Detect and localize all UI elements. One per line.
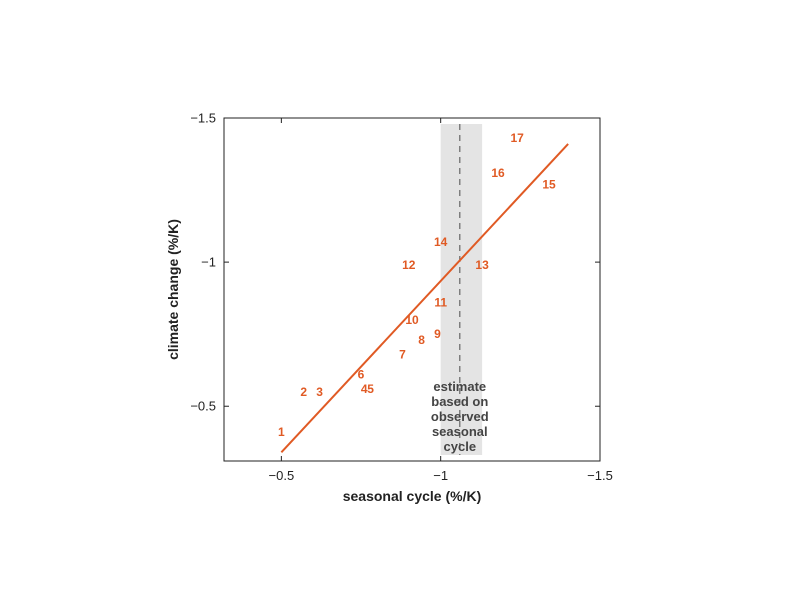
- data-point-label: 15: [542, 177, 556, 191]
- y-tick-label: −1: [201, 255, 216, 270]
- estimate-band: [440, 124, 483, 455]
- data-point-label: 17: [510, 131, 524, 145]
- y-tick-label: −0.5: [190, 399, 216, 414]
- data-point-label: 11: [434, 295, 447, 309]
- estimate-annotation-line: seasonal: [432, 424, 488, 439]
- data-point-label: 4: [361, 382, 368, 396]
- data-point-label: 7: [399, 347, 406, 361]
- data-point-label: 10: [405, 313, 419, 327]
- x-tick-label: −0.5: [269, 468, 295, 483]
- estimate-annotation-line: observed: [431, 409, 489, 424]
- y-tick-label: −1.5: [190, 111, 216, 126]
- x-tick-label: −1: [433, 468, 448, 483]
- estimate-annotation-line: based on: [431, 394, 488, 409]
- x-tick-label: −1.5: [587, 468, 613, 483]
- data-point-label: 13: [475, 258, 489, 272]
- estimate-annotation-line: cycle: [444, 439, 477, 454]
- data-point-label: 3: [316, 385, 323, 399]
- data-point-label: 5: [367, 382, 374, 396]
- estimate-annotation-line: estimate: [433, 379, 486, 394]
- data-point-label: 9: [434, 327, 441, 341]
- regression-line: [280, 143, 569, 454]
- plot-frame: [223, 117, 601, 462]
- data-point-label: 2: [300, 385, 307, 399]
- data-point-label: 1: [278, 425, 285, 439]
- data-point-label: 6: [358, 368, 365, 382]
- y-axis-label: climate change (%/K): [165, 219, 181, 360]
- data-point-label: 12: [402, 258, 416, 272]
- data-point-label: 8: [418, 333, 425, 347]
- data-point-label: 14: [434, 235, 448, 249]
- x-axis-label: seasonal cycle (%/K): [343, 488, 482, 504]
- data-point-label: 16: [491, 166, 505, 180]
